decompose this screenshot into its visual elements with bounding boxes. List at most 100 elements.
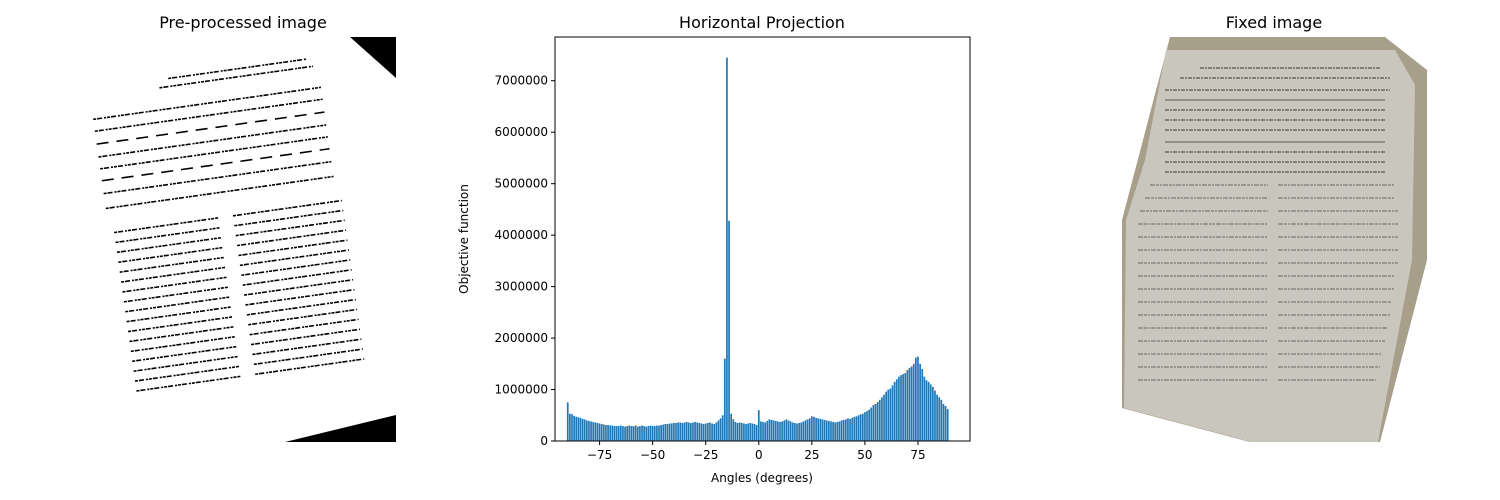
y-tick-label: 7000000 [495,74,548,88]
bar [802,421,805,441]
bar [900,375,902,441]
bar [719,418,722,441]
bar [895,379,898,441]
y-tick-label: 3000000 [495,280,548,294]
bar [811,416,813,441]
bar [617,426,620,441]
bar [692,422,694,441]
bar [687,422,690,441]
bar [808,418,811,441]
bar [723,358,726,441]
bar [844,419,847,441]
bar [596,422,599,441]
bar [649,425,652,441]
y-axis-label: Objective function [457,184,471,294]
bar [936,394,938,441]
bar [643,426,646,441]
bar [632,426,635,441]
bar [702,424,705,441]
y-tick-label: 1000000 [495,383,548,397]
chart-title: Horizontal Projection [679,13,845,32]
bar [732,419,735,441]
bar [677,422,679,441]
bar [842,419,845,441]
bar [585,420,588,441]
bar [651,426,654,441]
bar [668,423,671,441]
bar [607,425,609,441]
bar [787,420,790,441]
bar [581,418,584,441]
bar [868,409,871,441]
bar [658,425,660,441]
bar [734,421,737,441]
bar [885,391,887,441]
bar [679,422,682,441]
bar [683,422,686,441]
bar [706,422,709,441]
x-tick-label: 50 [857,448,872,462]
bar [815,417,817,441]
bar [934,390,936,441]
bar [825,420,828,441]
bar [619,425,622,441]
bar [743,423,745,441]
bar [876,401,879,441]
bar [726,57,728,441]
y-tick-label: 2000000 [495,331,548,345]
bar [670,423,673,441]
bar [902,374,904,441]
bar [730,413,733,441]
bar [817,418,820,441]
bar [583,419,586,441]
bar [600,424,603,441]
bar [694,421,696,441]
bar [728,220,730,441]
bar [887,389,890,441]
bar [838,421,841,441]
bar [946,409,949,441]
bar [690,422,692,441]
bar [745,424,747,441]
x-tick-label: 0 [755,448,763,462]
y-tick-label: 6000000 [495,125,548,139]
bar [908,367,911,441]
bar [861,413,864,441]
bar [796,423,798,441]
bar [762,421,764,441]
bar [757,410,760,441]
bar [681,422,684,441]
bar [696,422,699,441]
bar [874,403,877,441]
bar [660,425,662,441]
bar [819,418,822,441]
bar [827,420,830,441]
x-tick-label: −25 [693,448,718,462]
bar [830,421,832,441]
y-tick-label: 0 [540,434,548,448]
bar [851,417,854,441]
bar [917,356,919,441]
y-tick-label: 4000000 [495,228,548,242]
bar [777,421,779,441]
bar [849,418,851,441]
bar [878,399,881,441]
bar [721,415,724,441]
bar [662,424,665,441]
bar [571,414,573,441]
bar [579,417,582,441]
bar [929,384,932,441]
bar [747,423,750,441]
bar [921,368,924,441]
bar [927,381,930,441]
bar [923,376,926,441]
bar [622,426,624,441]
bar [760,421,762,441]
bar [751,423,754,441]
bar [605,425,607,441]
bar [813,416,815,441]
bar [615,426,618,441]
bar [847,418,849,441]
bar [942,403,945,441]
